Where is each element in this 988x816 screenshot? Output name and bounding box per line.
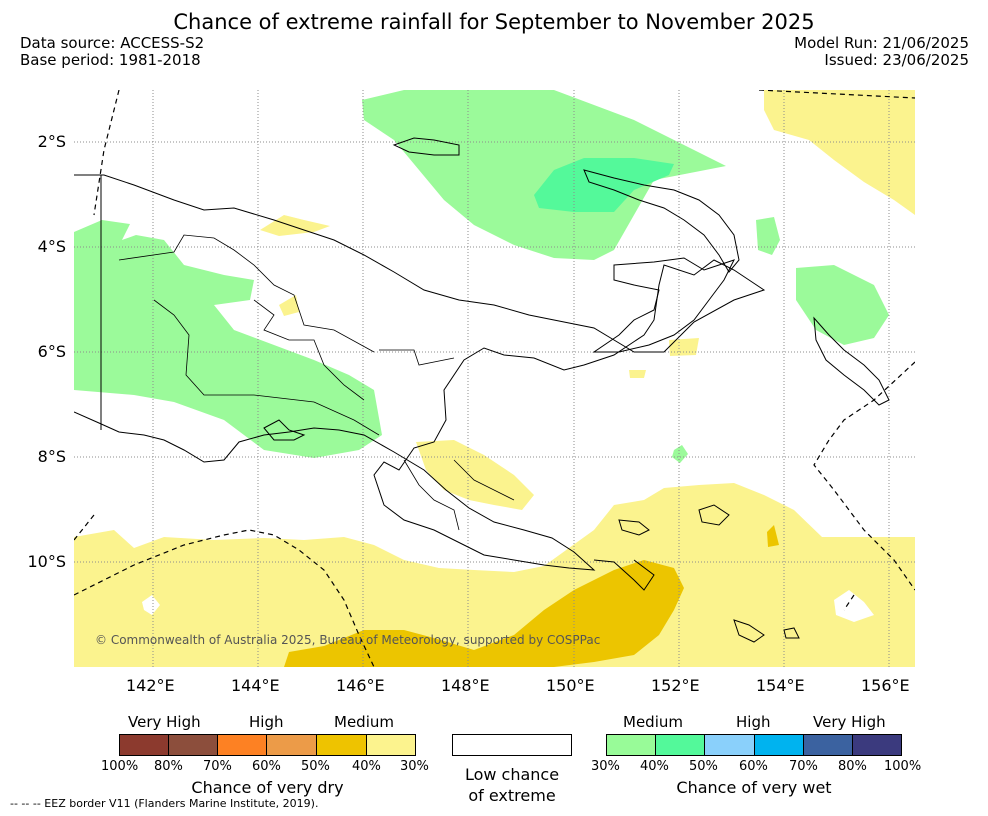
lon-label-150e: 150°E — [546, 676, 595, 695]
lon-label-148e: 148°E — [441, 676, 490, 695]
dry-region-hole-west — [142, 595, 160, 615]
dry-pct-80: 80% — [154, 759, 183, 774]
dry-region-patch-a — [279, 295, 299, 316]
wet-swatch-medium-light — [606, 734, 656, 756]
wet-swatch-medium-dark — [655, 734, 705, 756]
lon-label-142e: 142°E — [126, 676, 175, 695]
dry-region-patch-b — [669, 338, 699, 356]
wet-pct-60: 60% — [739, 759, 768, 774]
wet-pct-50: 50% — [689, 759, 718, 774]
dry-region-patch-c — [629, 370, 646, 378]
lon-label-146e: 146°E — [336, 676, 385, 695]
province-borders — [118, 234, 515, 531]
dry-region-hole — [834, 590, 874, 622]
wet-region-buka — [756, 217, 780, 255]
wet-region-west — [74, 220, 382, 458]
dry-pct-40: 40% — [352, 759, 381, 774]
new-ireland-coast — [583, 169, 740, 273]
wet-pct-40: 40% — [640, 759, 669, 774]
dry-header-high: High — [249, 713, 284, 731]
eez-border-note: -- -- -- EEZ border V11 (Flanders Marine… — [10, 797, 319, 810]
dry-pct-60: 60% — [252, 759, 281, 774]
lon-label-152e: 152°E — [651, 676, 700, 695]
data-source: Data source: ACCESS-S2 — [20, 34, 205, 52]
manus-coast — [392, 137, 460, 156]
model-run-info: Model Run: 21/06/2025 Issued: 23/06/2025 — [794, 35, 969, 69]
wet-pct-80: 80% — [838, 759, 867, 774]
low-chance-swatch — [452, 734, 572, 756]
wet-pct-70: 70% — [789, 759, 818, 774]
dry-pct-70: 70% — [203, 759, 232, 774]
lat-label-8s: 8°S — [37, 447, 66, 466]
dry-region-dark-spot — [767, 525, 779, 547]
eez-borders — [74, 90, 915, 667]
low-chance-caption: Low chance of extreme — [452, 764, 572, 806]
copyright-credit: © Commonwealth of Australia 2025, Bureau… — [95, 633, 601, 647]
southeast-islands — [593, 504, 800, 643]
wet-header-medium: Medium — [623, 713, 683, 731]
low-chance-line1: Low chance — [464, 765, 560, 784]
model-run: Model Run: 21/06/2025 — [794, 34, 969, 52]
wet-medium-regions — [74, 90, 889, 463]
wet-region-core — [534, 158, 674, 212]
fly-river-delta — [263, 419, 306, 441]
wet-region-bougainville — [796, 265, 889, 345]
new-guinea-coast — [74, 174, 766, 571]
dry-region-dark — [284, 560, 684, 667]
wet-pct-100: 100% — [884, 759, 922, 774]
wet-header-very-high: Very High — [813, 713, 886, 731]
wet-pct-30: 30% — [591, 759, 620, 774]
data-source-info: Data source: ACCESS-S2 Base period: 1981… — [20, 35, 204, 69]
lon-label-156e: 156°E — [861, 676, 910, 695]
dry-swatch-very-high-dark — [119, 734, 169, 756]
dry-pct-50: 50% — [301, 759, 330, 774]
dry-swatch-very-high-light — [168, 734, 218, 756]
dry-pct-100: 100% — [101, 759, 139, 774]
dry-region-gulf — [416, 440, 534, 510]
base-period: Base period: 1981-2018 — [20, 51, 201, 69]
dry-pct-30: 30% — [400, 759, 429, 774]
lon-label-154e: 154°E — [756, 676, 805, 695]
map-title: Chance of extreme rainfall for September… — [173, 10, 815, 34]
lon-label-144e: 144°E — [231, 676, 280, 695]
wet-swatch-very-high-dark — [852, 734, 902, 756]
bougainville-coast — [813, 316, 890, 406]
wet-caption: Chance of very wet — [676, 778, 832, 797]
wet-region-north — [362, 90, 726, 260]
lat-label-4s: 4°S — [37, 237, 66, 256]
dry-region-north-patch — [260, 215, 330, 236]
wet-swatch-high-light — [704, 734, 755, 756]
dry-swatch-high-light — [266, 734, 317, 756]
low-chance-line2: of extreme — [468, 786, 556, 805]
dry-medium-regions — [74, 90, 915, 667]
wet-region-dot — [672, 445, 688, 463]
dry-caption: Chance of very dry — [191, 778, 344, 797]
lat-label-6s: 6°S — [37, 342, 66, 361]
coastlines — [74, 137, 890, 643]
dry-swatch-medium-light — [366, 734, 416, 756]
rainfall-map — [74, 90, 915, 667]
dry-header-very-high: Very High — [128, 713, 201, 731]
dry-header-medium: Medium — [334, 713, 394, 731]
new-britain-coast — [592, 257, 735, 353]
dry-swatch-high-dark — [217, 734, 267, 756]
wet-swatch-very-high-light — [803, 734, 853, 756]
dry-swatch-medium-dark — [316, 734, 367, 756]
issued-date: Issued: 23/06/2025 — [824, 51, 969, 69]
wet-swatch-high-dark — [754, 734, 804, 756]
lat-label-10s: 10°S — [27, 552, 66, 571]
wet-header-high: High — [736, 713, 771, 731]
dry-region-northeast — [764, 90, 915, 215]
lat-label-2s: 2°S — [37, 132, 66, 151]
dry-region-south — [74, 483, 915, 667]
